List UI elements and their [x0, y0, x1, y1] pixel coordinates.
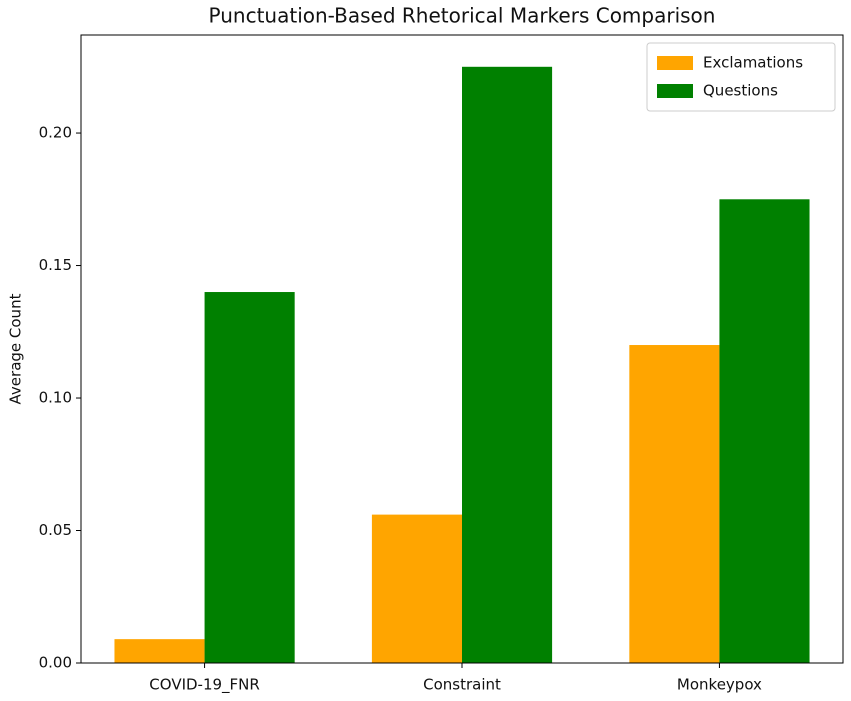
legend-box — [646, 42, 836, 112]
bar — [629, 345, 720, 663]
x-tick-label: Constraint — [423, 676, 501, 694]
x-tick-label: Monkeypox — [677, 676, 762, 694]
bar — [204, 292, 295, 663]
y-tick-label: 0.20 — [39, 124, 72, 142]
legend-label: Exclamations — [703, 54, 803, 72]
bar — [114, 639, 205, 663]
legend-swatch — [657, 84, 693, 98]
bar — [462, 66, 553, 663]
bar — [371, 514, 462, 663]
legend-label: Questions — [703, 82, 778, 100]
y-axis-label: Average Count — [7, 293, 25, 404]
y-tick-label: 0.05 — [39, 521, 72, 539]
plot-frame — [80, 34, 844, 664]
y-tick-label: 0.15 — [39, 256, 72, 274]
legend-swatch — [657, 56, 693, 70]
chart-title: Punctuation-Based Rhetorical Markers Com… — [209, 4, 716, 28]
bar — [719, 199, 810, 663]
y-tick-label: 0.10 — [39, 389, 72, 407]
y-tick-label: 0.00 — [39, 654, 72, 672]
x-tick-label: COVID-19_FNR — [149, 676, 260, 695]
